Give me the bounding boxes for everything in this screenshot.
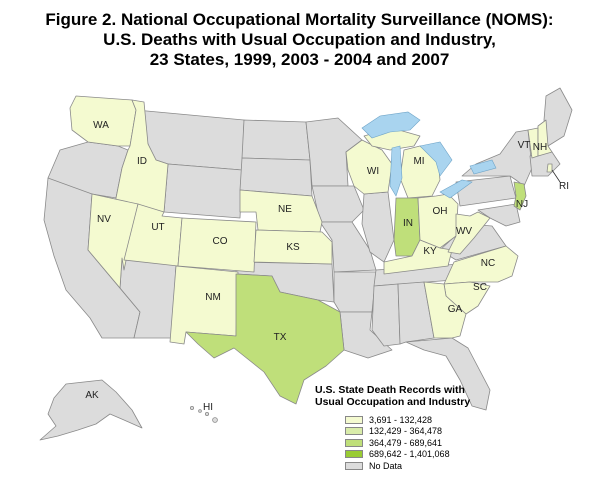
state-mn — [305, 117, 363, 187]
label-nv: NV — [97, 214, 111, 225]
state-co — [177, 217, 257, 273]
legend-label: No Data — [369, 460, 403, 471]
label-in: IN — [403, 218, 413, 229]
label-nj: NJ — [516, 199, 528, 210]
alaska-inset — [39, 379, 143, 441]
state-nj — [513, 181, 527, 211]
title-line-2: U.S. Deaths with Usual Occupation and In… — [103, 30, 496, 49]
legend-label: 3,691 - 132,428 — [369, 414, 433, 425]
legend-item: 3,691 - 132,428 — [345, 414, 515, 426]
state-ak — [39, 379, 143, 441]
label-ks: KS — [286, 242, 300, 253]
label-tx: TX — [274, 332, 287, 343]
state-fl — [405, 337, 491, 411]
state-nd — [241, 119, 311, 161]
legend-title: U.S. State Death Records with Usual Occu… — [315, 384, 515, 408]
state-ga — [423, 281, 467, 339]
legend-item: No Data — [345, 460, 515, 472]
map-title: Figure 2. National Occupational Mortalit… — [0, 10, 599, 70]
legend-item: 689,642 - 1,401,068 — [345, 449, 515, 461]
label-nh: NH — [533, 142, 547, 153]
ri-leader-line — [551, 169, 561, 183]
state-me — [543, 87, 573, 147]
label-ga: GA — [448, 304, 463, 315]
state-wv — [447, 211, 491, 255]
legend-swatch — [345, 461, 363, 470]
legend-label: 689,642 - 1,401,068 — [369, 449, 450, 460]
legend-label: 364,479 - 689,641 — [369, 437, 443, 448]
lake-huron — [419, 141, 453, 177]
label-co: CO — [213, 236, 228, 247]
label-nc: NC — [481, 258, 495, 269]
label-hi: HI — [203, 402, 213, 413]
hawaii-island-3 — [204, 411, 209, 416]
label-ky: KY — [423, 246, 437, 257]
state-wy — [163, 163, 243, 219]
lake-erie — [439, 179, 473, 199]
label-ak: AK — [85, 390, 99, 401]
label-ut: UT — [151, 222, 164, 233]
label-wv: WV — [456, 226, 472, 237]
legend-item: 132,429 - 364,478 — [345, 426, 515, 438]
hawaii-inset — [189, 405, 218, 423]
legend-swatch — [345, 427, 363, 436]
data-states — [69, 95, 553, 405]
label-ri: RI — [559, 181, 569, 192]
label-wa: WA — [93, 120, 109, 131]
state-tx — [185, 273, 345, 405]
state-ar — [333, 271, 377, 313]
label-sc: SC — [473, 282, 487, 293]
state-labels: WA ID NV UT CO NM NE KS TX WI MI IN OH K… — [85, 120, 569, 413]
hawaii-island-4 — [212, 417, 218, 423]
label-wi: WI — [367, 166, 379, 177]
lake-ontario — [469, 159, 497, 175]
label-ne: NE — [278, 204, 292, 215]
no-data-states — [43, 87, 573, 411]
legend-swatch — [345, 415, 363, 424]
legend-swatch — [345, 438, 363, 447]
label-id: ID — [137, 156, 147, 167]
title-line-3: 23 States, 1999, 2003 - 2004 and 2007 — [149, 50, 450, 69]
legend-label: 132,429 - 364,478 — [369, 426, 443, 437]
legend-title-line-2: Usual Occupation and Industry — [315, 396, 471, 408]
hawaii-island-1 — [189, 405, 194, 410]
label-nm: NM — [205, 292, 221, 303]
lake-superior — [361, 111, 421, 139]
state-ri — [546, 163, 553, 173]
title-line-1: Figure 2. National Occupational Mortalit… — [45, 10, 554, 29]
legend-item: 364,479 - 689,641 — [345, 437, 515, 449]
legend-items: 3,691 - 132,428 132,429 - 364,478 364,47… — [315, 414, 515, 472]
legend-title-line-1: U.S. State Death Records with — [315, 384, 465, 396]
label-mi: MI — [413, 156, 424, 167]
label-vt: VT — [518, 140, 531, 151]
state-nm — [169, 265, 239, 345]
state-wi — [345, 139, 393, 195]
hawaii-island-2 — [198, 409, 202, 413]
lake-michigan — [389, 145, 403, 197]
state-nh — [537, 119, 553, 157]
great-lakes — [361, 111, 497, 199]
state-ks — [253, 229, 333, 265]
state-ms — [371, 283, 401, 347]
state-al — [397, 281, 435, 345]
legend-swatch — [345, 450, 363, 459]
state-ky — [383, 239, 453, 275]
state-sd — [239, 157, 313, 197]
label-oh: OH — [433, 206, 448, 217]
legend: U.S. State Death Records with Usual Occu… — [315, 384, 515, 472]
